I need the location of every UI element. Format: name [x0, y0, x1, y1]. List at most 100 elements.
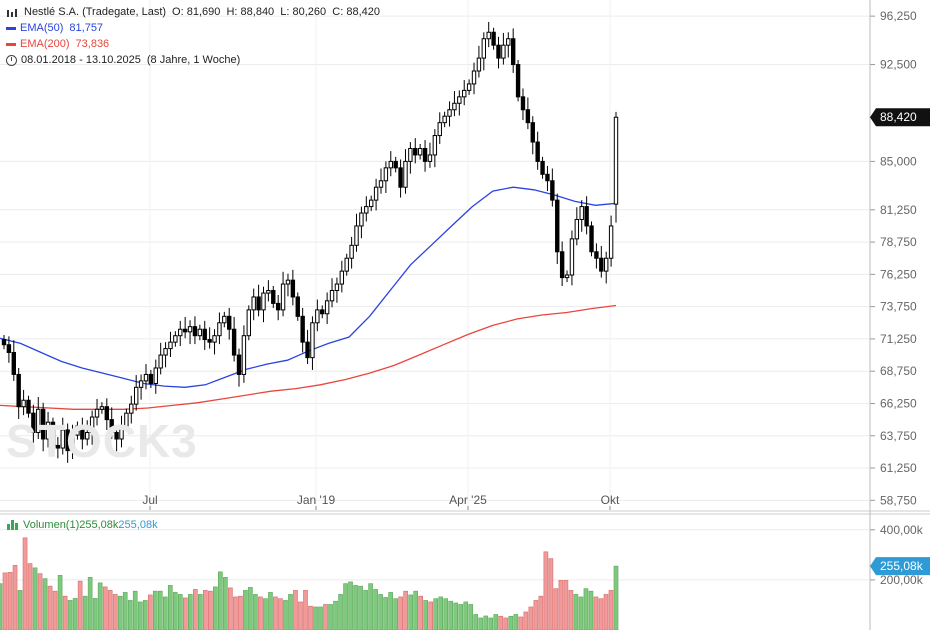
- y-tick-label: 85,000: [880, 154, 917, 168]
- y-tick-label: 92,500: [880, 58, 917, 72]
- volume-bar: [57, 575, 63, 631]
- grid: [0, 0, 870, 510]
- volume-bar: [72, 598, 78, 631]
- candle-body: [422, 147, 428, 162]
- volume-last-badge: [870, 557, 930, 576]
- volume-bar: [22, 537, 28, 631]
- y-tick-label: 63,750: [880, 429, 917, 443]
- date-range: 08.01.2018 - 13.10.2025: [21, 54, 141, 66]
- volume-bar: [263, 598, 268, 631]
- candle-body: [408, 147, 413, 162]
- volume-bar: [413, 590, 418, 631]
- candle-body: [594, 251, 599, 259]
- candle-body: [354, 225, 359, 246]
- volume-bar: [198, 594, 203, 631]
- volume-bar: [443, 598, 449, 631]
- candle-body: [364, 206, 369, 214]
- candle-body: [403, 160, 408, 188]
- candle-body: [320, 309, 325, 315]
- volume-bar: [353, 585, 358, 631]
- candle-body: [16, 373, 21, 408]
- candle-body: [138, 380, 144, 388]
- candle-body: [559, 251, 565, 279]
- volume-bar: [318, 606, 323, 631]
- volume-label: Volumen(1): [23, 519, 80, 531]
- candle-body: [70, 434, 75, 452]
- candle-body: [114, 432, 119, 440]
- volume-bar: [613, 565, 619, 631]
- candle-body: [290, 279, 296, 298]
- x-tick-label: Jan '19: [297, 493, 336, 507]
- volume-legend[interactable]: Volumen(1) 255,08k 255,08k: [6, 519, 158, 531]
- volume-bar: [288, 594, 293, 631]
- candle-body: [383, 167, 389, 182]
- volume-bar: [543, 551, 549, 631]
- price-pane-bg: [0, 0, 870, 510]
- volume-last-label: 255,08k: [880, 559, 924, 573]
- volume-bar: [27, 563, 33, 631]
- legend-ema50-row[interactable]: EMA(50) 81,757: [6, 20, 380, 36]
- legend-ema200-row[interactable]: EMA(200) 73,836: [6, 36, 380, 52]
- volume-bar: [483, 615, 489, 631]
- range-note: (8 Jahre, 1 Woche): [146, 54, 241, 66]
- candle-body: [217, 322, 222, 337]
- candle-body: [550, 180, 555, 201]
- volume-bar: [172, 592, 178, 631]
- volume-bar: [533, 600, 539, 631]
- candle-body: [295, 296, 300, 317]
- candle-body: [75, 425, 80, 436]
- candle-body: [378, 180, 384, 188]
- candle-body: [599, 257, 604, 272]
- volume-bar: [208, 590, 213, 631]
- candle-body: [163, 348, 168, 356]
- candle-body: [349, 244, 354, 259]
- volume-bar: [448, 600, 454, 631]
- last-price-badge: [870, 108, 930, 127]
- volume-bar: [122, 592, 128, 631]
- volume-bar: [508, 615, 514, 631]
- candle-body: [535, 141, 540, 162]
- candle-body: [197, 328, 203, 337]
- volume-bar: [328, 604, 333, 631]
- candle-body: [344, 257, 349, 272]
- volume-bar: [52, 590, 58, 631]
- volume-bar: [398, 596, 403, 631]
- volume-bar: [12, 565, 18, 631]
- candle-body: [94, 408, 100, 418]
- candle-body: [21, 399, 26, 408]
- candle-body: [442, 115, 447, 124]
- volume-bar: [303, 590, 308, 631]
- candle-body: [6, 344, 12, 353]
- volume-bar: [77, 580, 83, 631]
- volume-bar: [528, 606, 534, 631]
- candle-body: [506, 38, 511, 46]
- candle-body: [300, 315, 305, 343]
- y-tick-label: 96,250: [880, 9, 917, 23]
- volume-bar: [428, 601, 434, 631]
- volume-bar: [453, 602, 459, 631]
- volume-bar: [32, 567, 38, 631]
- candle-body: [182, 328, 188, 333]
- volume-bar: [358, 585, 363, 631]
- candle-body: [285, 279, 291, 285]
- candle-body: [310, 322, 315, 359]
- candle-body: [520, 96, 526, 111]
- candle-body: [579, 206, 584, 220]
- candle-body: [50, 421, 56, 446]
- candle-body: [187, 326, 193, 333]
- candle-body: [266, 290, 271, 294]
- candle-body: [236, 354, 242, 375]
- legend-range-row: 08.01.2018 - 13.10.2025 (8 Jahre, 1 Woch…: [6, 52, 380, 68]
- candle-body: [26, 399, 31, 414]
- volume-bar: [513, 614, 519, 631]
- y-tick-label: 71,250: [880, 332, 917, 346]
- volume-bar: [598, 598, 604, 631]
- candle-body: [604, 257, 609, 272]
- volume-bar: [62, 595, 68, 631]
- volume-bar: [193, 589, 198, 631]
- last-price-label: 88,420: [880, 110, 917, 124]
- volume-bar: [248, 587, 253, 631]
- volume-bar: [293, 590, 298, 631]
- candle-body: [466, 83, 472, 91]
